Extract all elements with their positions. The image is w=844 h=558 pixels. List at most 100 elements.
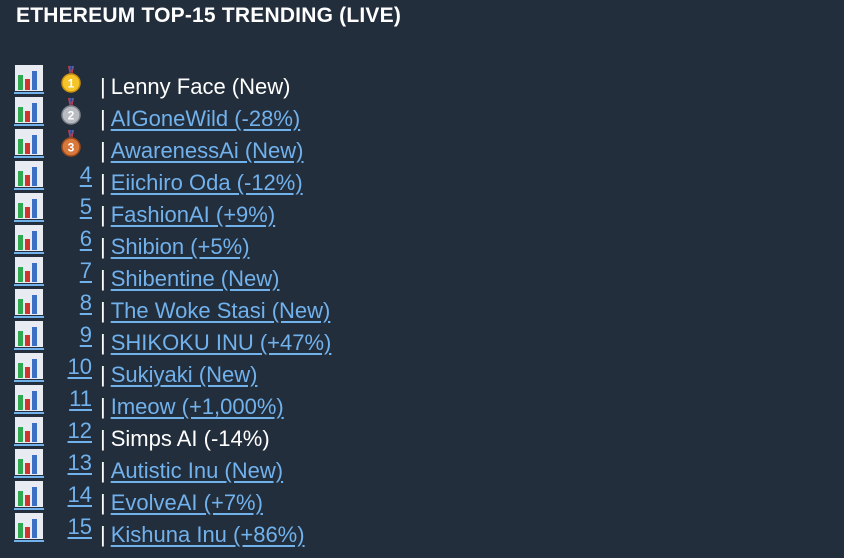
list-row: 8 | The Woke Stasi (New) xyxy=(14,287,330,323)
medal-disc xyxy=(61,137,81,157)
rank-number: 11 xyxy=(69,386,92,411)
separator: | xyxy=(100,522,106,547)
list-row: 4 | Eiichiro Oda (-12%) xyxy=(14,159,303,195)
token-link[interactable]: FashionAI (+9%) xyxy=(110,202,276,227)
token-link[interactable]: Autistic Inu (New) xyxy=(110,458,284,483)
token-link[interactable]: Imeow (+1,000%) xyxy=(110,394,284,419)
rank-link[interactable]: 3 xyxy=(14,127,96,159)
token-link[interactable]: Sukiyaki (New) xyxy=(110,362,258,387)
list-row: 2 | AIGoneWild (-28%) xyxy=(14,95,300,131)
rank-link[interactable]: 15 xyxy=(14,511,96,543)
separator: | xyxy=(100,266,106,291)
chart-icon xyxy=(14,513,44,542)
rank-link[interactable]: 11 xyxy=(14,383,96,415)
separator: | xyxy=(100,362,106,387)
list-row: 15 | Kishuna Inu (+86%) xyxy=(14,511,305,547)
icon-bar xyxy=(32,519,37,538)
chart-icon xyxy=(14,97,44,126)
rank-link[interactable]: 9 xyxy=(14,319,96,351)
separator: | xyxy=(100,426,106,451)
icon-bar xyxy=(18,139,23,154)
token-link[interactable]: SHIKOKU INU (+47%) xyxy=(110,330,332,355)
icon-bar xyxy=(25,335,30,346)
token-link[interactable]: Eiichiro Oda (-12%) xyxy=(110,170,303,195)
token-name: Lenny Face (New) xyxy=(110,74,291,99)
separator: | xyxy=(100,394,106,419)
token-link[interactable]: Shibion (+5%) xyxy=(110,234,250,259)
token-link[interactable]: AIGoneWild (-28%) xyxy=(110,106,301,131)
chart-icon xyxy=(14,481,44,510)
icon-bar xyxy=(32,167,37,186)
rank-link[interactable]: 6 xyxy=(14,223,96,255)
separator: | xyxy=(100,298,106,323)
message-title: ETHEREUM TOP-15 TRENDING (LIVE) xyxy=(16,4,402,27)
chart-icon xyxy=(14,385,44,414)
rank-link[interactable]: 5 xyxy=(14,191,96,223)
icon-bar xyxy=(32,423,37,442)
chart-icon xyxy=(14,129,44,158)
icon-bar xyxy=(18,395,23,410)
rank-number: 12 xyxy=(67,418,92,443)
list-row: 9 | SHIKOKU INU (+47%) xyxy=(14,319,331,355)
rank-number: 9 xyxy=(79,322,92,347)
icon-bar xyxy=(18,171,23,186)
chart-icon xyxy=(14,225,44,254)
icon-bar xyxy=(18,491,23,506)
icon-bar xyxy=(32,199,37,218)
rank-number: 4 xyxy=(79,162,92,187)
icon-bar xyxy=(25,79,30,90)
token-link[interactable]: The Woke Stasi (New) xyxy=(110,298,331,323)
rank-link[interactable]: 10 xyxy=(14,351,96,383)
token-link[interactable]: EvolveAI (+7%) xyxy=(110,490,263,515)
rank-number: 8 xyxy=(79,290,92,315)
list-row: 6 | Shibion (+5%) xyxy=(14,223,250,259)
rank-link[interactable]: 4 xyxy=(14,159,96,191)
chart-icon xyxy=(14,417,44,446)
separator: | xyxy=(100,138,106,163)
rank-link[interactable]: 8 xyxy=(14,287,96,319)
separator: | xyxy=(100,74,106,99)
list-row: 1 | Lenny Face (New) xyxy=(14,63,290,99)
rank-link[interactable]: 13 xyxy=(14,447,96,479)
icon-bar xyxy=(32,295,37,314)
rank-number: 15 xyxy=(67,514,92,539)
medal: 2 xyxy=(61,98,81,125)
list-row: 10 | Sukiyaki (New) xyxy=(14,351,257,387)
separator: | xyxy=(100,202,106,227)
icon-bar xyxy=(32,359,37,378)
icon-bar xyxy=(25,271,30,282)
medal-disc xyxy=(61,105,81,125)
chart-icon xyxy=(14,65,44,94)
list-row: 14 | EvolveAI (+7%) xyxy=(14,479,263,515)
rank-link[interactable]: 1 xyxy=(14,63,96,95)
chart-icon xyxy=(14,449,44,478)
token-name: Simps AI (-14%) xyxy=(110,426,270,451)
separator: | xyxy=(100,234,106,259)
list-row: 13 | Autistic Inu (New) xyxy=(14,447,283,483)
icon-bar xyxy=(32,71,37,90)
icon-bar xyxy=(25,527,30,538)
separator: | xyxy=(100,330,106,355)
icon-bar xyxy=(25,367,30,378)
icon-bar xyxy=(25,143,30,154)
icon-bar xyxy=(18,331,23,346)
separator: | xyxy=(100,170,106,195)
icon-bar xyxy=(25,239,30,250)
token-link[interactable]: Shibentine (New) xyxy=(110,266,280,291)
rank-link[interactable]: 2 xyxy=(14,95,96,127)
icon-bar xyxy=(25,495,30,506)
icon-bar xyxy=(25,431,30,442)
token-link[interactable]: Kishuna Inu (+86%) xyxy=(110,522,305,547)
separator: | xyxy=(100,458,106,483)
rank-number: 7 xyxy=(79,258,92,283)
token-link[interactable]: AwarenessAi (New) xyxy=(110,138,304,163)
icon-bar xyxy=(18,203,23,218)
icon-bar xyxy=(25,399,30,410)
icon-bar xyxy=(32,263,37,282)
rank-link[interactable]: 7 xyxy=(14,255,96,287)
icon-bar xyxy=(32,455,37,474)
rank-link[interactable]: 14 xyxy=(14,479,96,511)
icon-bar xyxy=(18,523,23,538)
rank-link[interactable]: 12 xyxy=(14,415,96,447)
icon-bar xyxy=(32,231,37,250)
